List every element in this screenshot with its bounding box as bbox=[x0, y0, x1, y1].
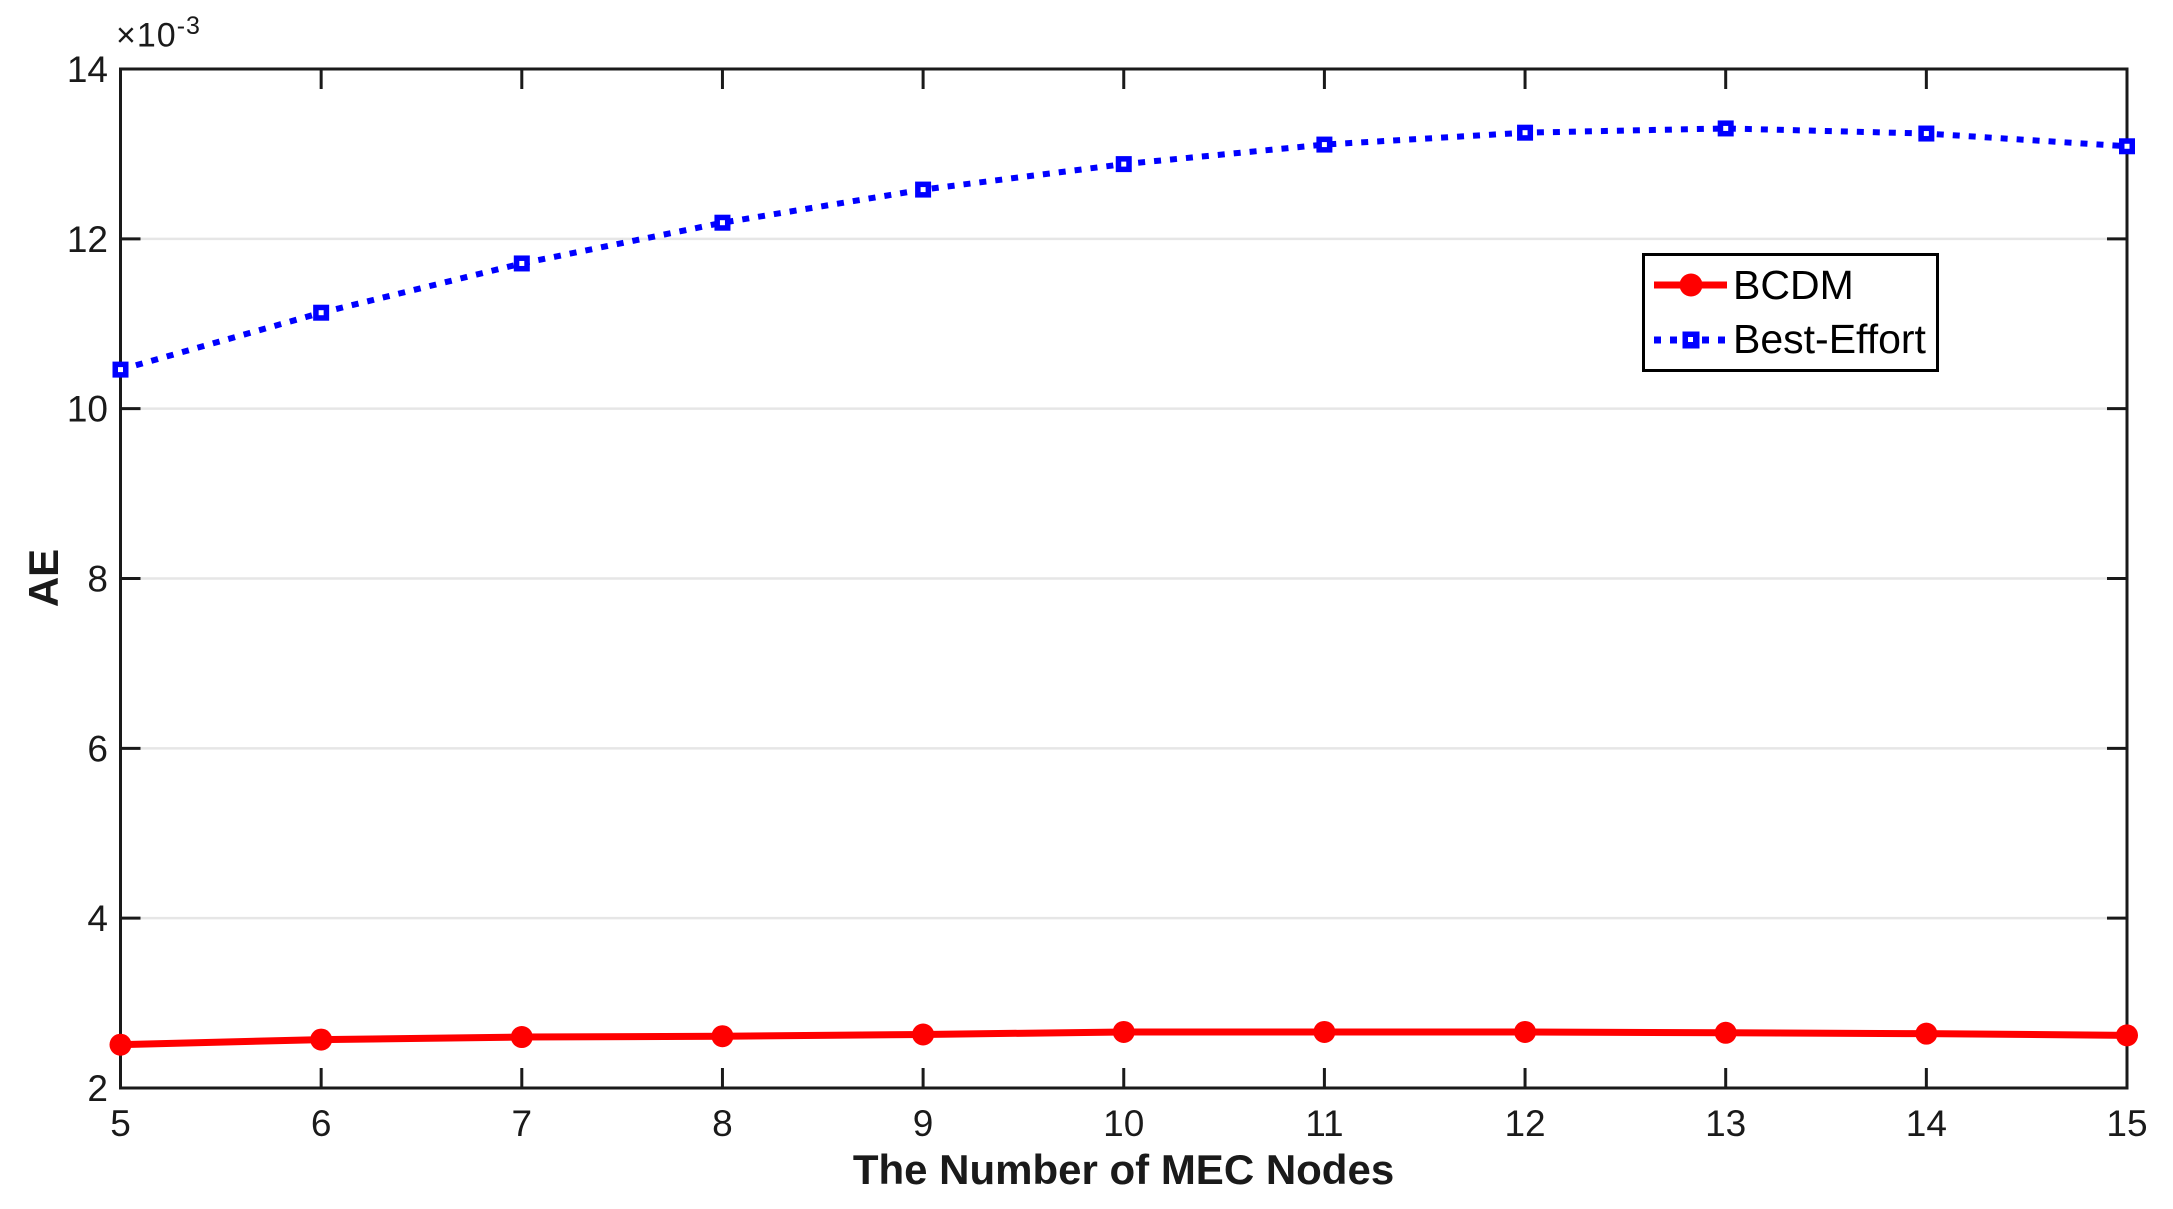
x-tick-label: 14 bbox=[1906, 1103, 1947, 1144]
x-tick-label: 5 bbox=[110, 1103, 131, 1144]
data-point-marker-center bbox=[118, 367, 123, 373]
y-axis-multiplier: ×10-3 bbox=[116, 12, 201, 55]
x-tick-label: 10 bbox=[1103, 1103, 1144, 1144]
data-point-marker bbox=[1714, 1021, 1737, 1044]
y-tick-label: 8 bbox=[87, 559, 108, 600]
x-tick-label: 8 bbox=[712, 1103, 733, 1144]
y-tick-label: 14 bbox=[67, 49, 108, 90]
legend-item-best-effort: Best-Effort bbox=[1645, 315, 1936, 365]
legend-label-bcdm: BCDM bbox=[1733, 261, 1854, 308]
data-point-marker-center bbox=[2124, 143, 2130, 149]
x-tick-label: 15 bbox=[2106, 1103, 2147, 1144]
x-tick-label: 9 bbox=[913, 1103, 934, 1144]
y-tick-label: 4 bbox=[87, 898, 108, 939]
data-point-marker-center bbox=[1522, 130, 1528, 136]
data-point-marker-center bbox=[719, 220, 725, 226]
data-point-marker-center bbox=[1121, 161, 1127, 167]
data-point-marker bbox=[1313, 1020, 1336, 1043]
data-point-marker-center bbox=[920, 187, 926, 193]
data-point-marker-center bbox=[1723, 125, 1729, 131]
bcdm-line-sample bbox=[1654, 273, 1727, 297]
multiplier-exponent: -3 bbox=[176, 12, 201, 40]
legend-label-best-effort: Best-Effort bbox=[1733, 316, 1926, 363]
data-point-marker bbox=[1514, 1020, 1537, 1043]
data-point-marker-center bbox=[318, 310, 324, 316]
x-tick-label: 13 bbox=[1705, 1103, 1746, 1144]
data-point-marker bbox=[109, 1033, 132, 1056]
data-point-marker bbox=[1112, 1020, 1135, 1043]
data-point-marker bbox=[711, 1025, 734, 1048]
data-point-marker bbox=[510, 1026, 533, 1049]
y-tick-label: 6 bbox=[87, 728, 108, 769]
legend: BCDM Best-Effort bbox=[1642, 253, 1939, 372]
x-axis-label: The Number of MEC Nodes bbox=[852, 1146, 1395, 1193]
square-marker-icon bbox=[1682, 331, 1699, 349]
x-tick-label: 11 bbox=[1305, 1103, 1343, 1144]
data-point-marker-center bbox=[1923, 131, 1929, 137]
x-tick-label: 12 bbox=[1504, 1103, 1545, 1144]
circle-marker-icon bbox=[1679, 273, 1702, 297]
y-tick-label: 12 bbox=[67, 219, 108, 260]
y-tick-label: 2 bbox=[87, 1068, 108, 1109]
multiplier-base: ×10 bbox=[116, 16, 177, 55]
data-point-marker-center bbox=[1321, 142, 1327, 148]
data-point-marker-center bbox=[519, 260, 525, 266]
data-point-marker bbox=[310, 1028, 333, 1051]
data-point-marker bbox=[912, 1023, 935, 1046]
best-effort-line-sample bbox=[1654, 328, 1727, 352]
y-axis-label: AE bbox=[20, 548, 67, 608]
x-tick-label: 6 bbox=[311, 1103, 332, 1144]
y-tick-label: 10 bbox=[67, 389, 108, 430]
data-point-marker bbox=[1915, 1022, 1938, 1045]
x-tick-label: 7 bbox=[512, 1103, 533, 1144]
data-point-marker bbox=[2116, 1024, 2138, 1047]
legend-item-bcdm: BCDM bbox=[1645, 260, 1936, 310]
